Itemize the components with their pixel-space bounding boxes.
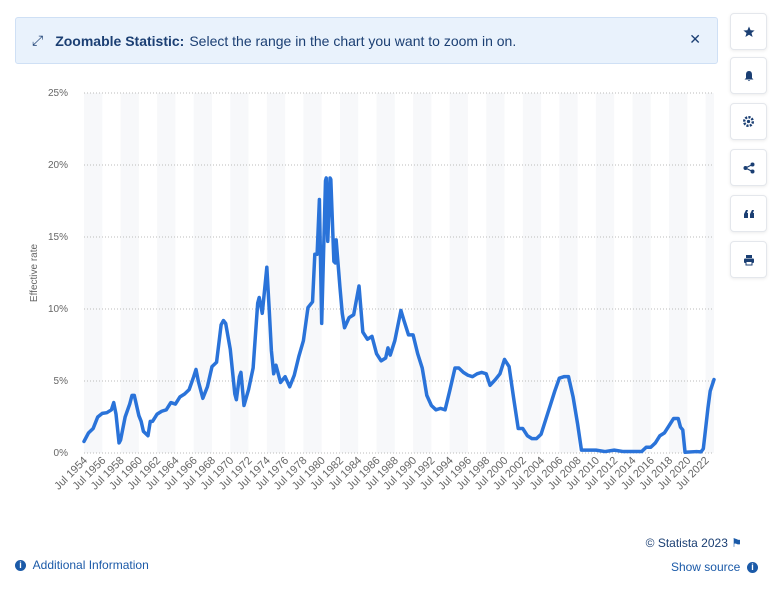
y-tick-label: 5%	[54, 376, 69, 387]
print-button[interactable]	[730, 241, 767, 278]
show-source[interactable]: Show source i	[671, 560, 758, 574]
x-band	[705, 93, 714, 453]
x-band	[449, 93, 468, 453]
banner-label: Zoomable Statistic:	[55, 32, 185, 49]
banner-text: Select the range in the chart you want t…	[189, 32, 517, 49]
x-band	[266, 93, 286, 453]
zoom-banner: ⤢ Zoomable Statistic: Select the range i…	[15, 17, 718, 64]
x-band	[669, 93, 688, 453]
y-axis-label: Effective rate	[29, 243, 40, 302]
y-tick-label: 25%	[48, 88, 68, 99]
y-tick-label: 10%	[48, 304, 68, 315]
close-button[interactable]: ✕	[689, 31, 701, 47]
x-band	[595, 93, 615, 453]
x-band	[632, 93, 651, 453]
y-tick-label: 15%	[48, 232, 68, 243]
x-band	[559, 93, 578, 453]
show-source-text[interactable]: Show source	[670, 560, 741, 574]
alert-button[interactable]	[730, 57, 767, 94]
y-tick-label: 0%	[54, 448, 69, 459]
x-band	[193, 93, 212, 453]
favorite-button[interactable]	[730, 13, 767, 50]
additional-info-text[interactable]: Additional Information	[32, 558, 149, 572]
y-tick-label: 20%	[48, 160, 68, 171]
x-band	[413, 93, 432, 453]
x-band	[120, 93, 139, 453]
copyright-text: © Statista 2023	[645, 536, 728, 550]
share-button[interactable]	[730, 149, 767, 186]
x-band	[230, 93, 249, 453]
x-band	[84, 93, 103, 453]
x-band	[522, 93, 542, 453]
additional-info[interactable]: i Additional Information	[15, 558, 149, 572]
zoom-icon: ⤢	[32, 32, 44, 48]
settings-button[interactable]	[730, 103, 767, 140]
x-band	[486, 93, 505, 453]
x-band	[339, 93, 359, 453]
cite-button[interactable]	[730, 195, 767, 232]
x-band	[157, 93, 176, 453]
copyright: © Statista 2023 ⚑	[645, 536, 742, 550]
rate-line	[82, 176, 716, 455]
x-band	[376, 93, 395, 453]
